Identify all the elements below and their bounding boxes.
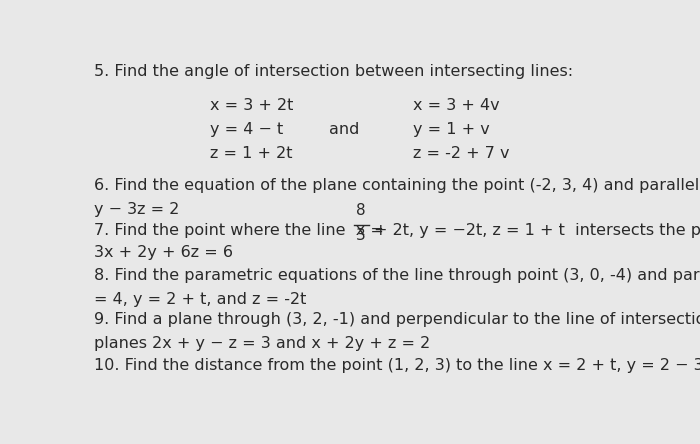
Text: = 4, y = 2 + t, and z = -2t: = 4, y = 2 + t, and z = -2t (94, 292, 307, 307)
Text: 6. Find the equation of the plane containing the point (-2, 3, 4) and parallel t: 6. Find the equation of the plane contai… (94, 178, 700, 193)
Text: 5. Find the angle of intersection between intersecting lines:: 5. Find the angle of intersection betwee… (94, 63, 573, 79)
Text: 3x + 2y + 6z = 6: 3x + 2y + 6z = 6 (94, 246, 233, 261)
Text: 3: 3 (356, 228, 366, 242)
Text: y = 1 + v: y = 1 + v (413, 122, 490, 137)
Text: x = 3 + 2t: x = 3 + 2t (209, 98, 293, 113)
Text: 8: 8 (356, 203, 365, 218)
Text: 10. Find the distance from the point (1, 2, 3) to the line x = 2 + t, y = 2 − 3t: 10. Find the distance from the point (1,… (94, 358, 700, 373)
Text: + 2t, y = −2t, z = 1 + t  intersects the plane: + 2t, y = −2t, z = 1 + t intersects the … (374, 222, 700, 238)
Text: z = 1 + 2t: z = 1 + 2t (209, 146, 292, 161)
Text: 7. Find the point where the line  x =: 7. Find the point where the line x = (94, 222, 384, 238)
Text: and: and (329, 122, 359, 137)
Text: 8. Find the parametric equations of the line through point (3, 0, -4) and parall: 8. Find the parametric equations of the … (94, 268, 700, 283)
Text: y = 4 − t: y = 4 − t (209, 122, 283, 137)
Text: y − 3z = 2: y − 3z = 2 (94, 202, 179, 217)
Text: planes 2x + y − z = 3 and x + 2y + z = 2: planes 2x + y − z = 3 and x + 2y + z = 2 (94, 336, 430, 351)
Text: x = 3 + 4v: x = 3 + 4v (413, 98, 500, 113)
Text: 9. Find a plane through (3, 2, -1) and perpendicular to the line of intersection: 9. Find a plane through (3, 2, -1) and p… (94, 312, 700, 327)
Text: z = -2 + 7 v: z = -2 + 7 v (413, 146, 510, 161)
